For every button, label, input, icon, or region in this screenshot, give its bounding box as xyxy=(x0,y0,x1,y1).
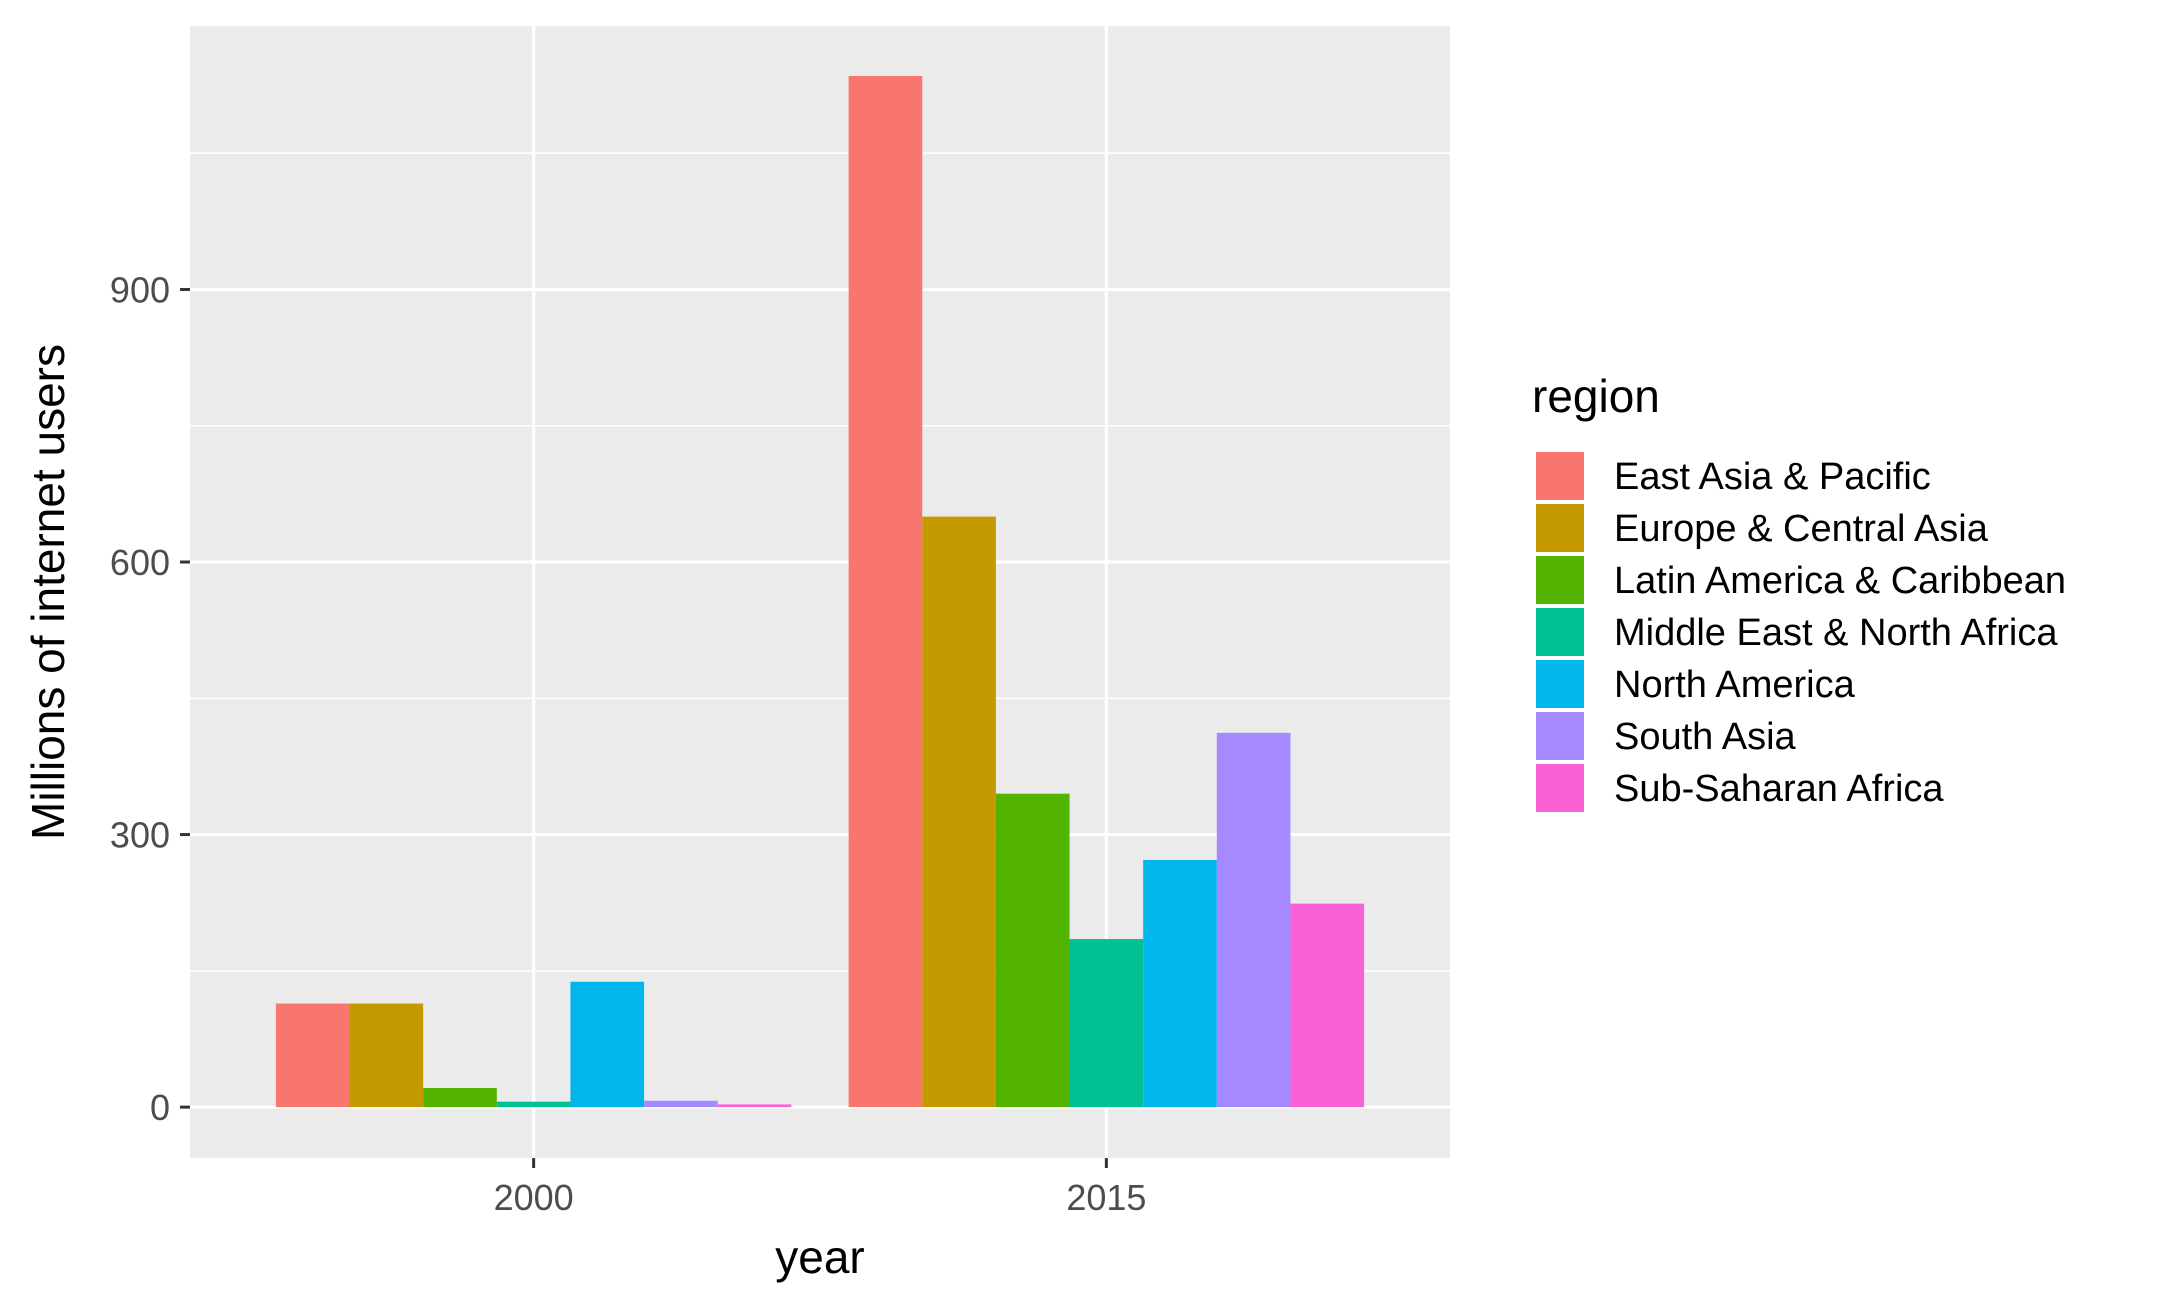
legend-label: Latin America & Caribbean xyxy=(1614,560,2066,602)
legend-items: East Asia & Pacific Europe & Central Asia… xyxy=(1536,452,2066,812)
legend-label: North America xyxy=(1614,664,1856,706)
y-tick-label: 300 xyxy=(110,815,170,856)
y-axis: 0 300 600 900 xyxy=(110,269,190,1128)
bar xyxy=(570,981,645,1108)
x-tick-label: 2000 xyxy=(494,1177,574,1218)
bar xyxy=(995,793,1070,1108)
legend: region East Asia & Pacific Europe & Centr… xyxy=(1532,370,2066,812)
legend-key xyxy=(1536,608,1584,656)
bar xyxy=(275,1003,350,1108)
legend-key xyxy=(1536,504,1584,552)
legend-key xyxy=(1536,452,1584,500)
bar xyxy=(496,1101,571,1108)
x-tick-label: 2015 xyxy=(1066,1177,1146,1218)
y-tick-label: 600 xyxy=(110,542,170,583)
legend-key xyxy=(1536,556,1584,604)
bar xyxy=(1216,732,1291,1108)
bar xyxy=(349,1003,424,1108)
bar xyxy=(848,75,923,1108)
legend-label: East Asia & Pacific xyxy=(1614,456,1931,498)
bar xyxy=(423,1088,497,1108)
y-tick-label: 0 xyxy=(150,1087,170,1128)
legend-title: region xyxy=(1532,370,1660,422)
legend-label: South Asia xyxy=(1614,716,1797,758)
legend-label: Middle East & North Africa xyxy=(1614,612,2058,654)
legend-key xyxy=(1536,660,1584,708)
legend-key xyxy=(1536,764,1584,812)
legend-key xyxy=(1536,712,1584,760)
x-axis: 2000 2015 xyxy=(494,1158,1146,1218)
y-tick-label: 900 xyxy=(110,269,170,310)
bar xyxy=(1290,903,1365,1108)
y-axis-title: Millions of internet users xyxy=(22,344,74,840)
bar xyxy=(1143,860,1217,1108)
bar xyxy=(717,1104,792,1108)
bar xyxy=(644,1100,718,1108)
legend-label: Sub-Saharan Africa xyxy=(1614,768,1944,810)
bars xyxy=(275,75,1365,1108)
legend-label: Europe & Central Asia xyxy=(1614,508,1989,550)
bar xyxy=(1069,939,1144,1108)
x-axis-title: year xyxy=(775,1231,864,1283)
bar xyxy=(922,516,996,1108)
